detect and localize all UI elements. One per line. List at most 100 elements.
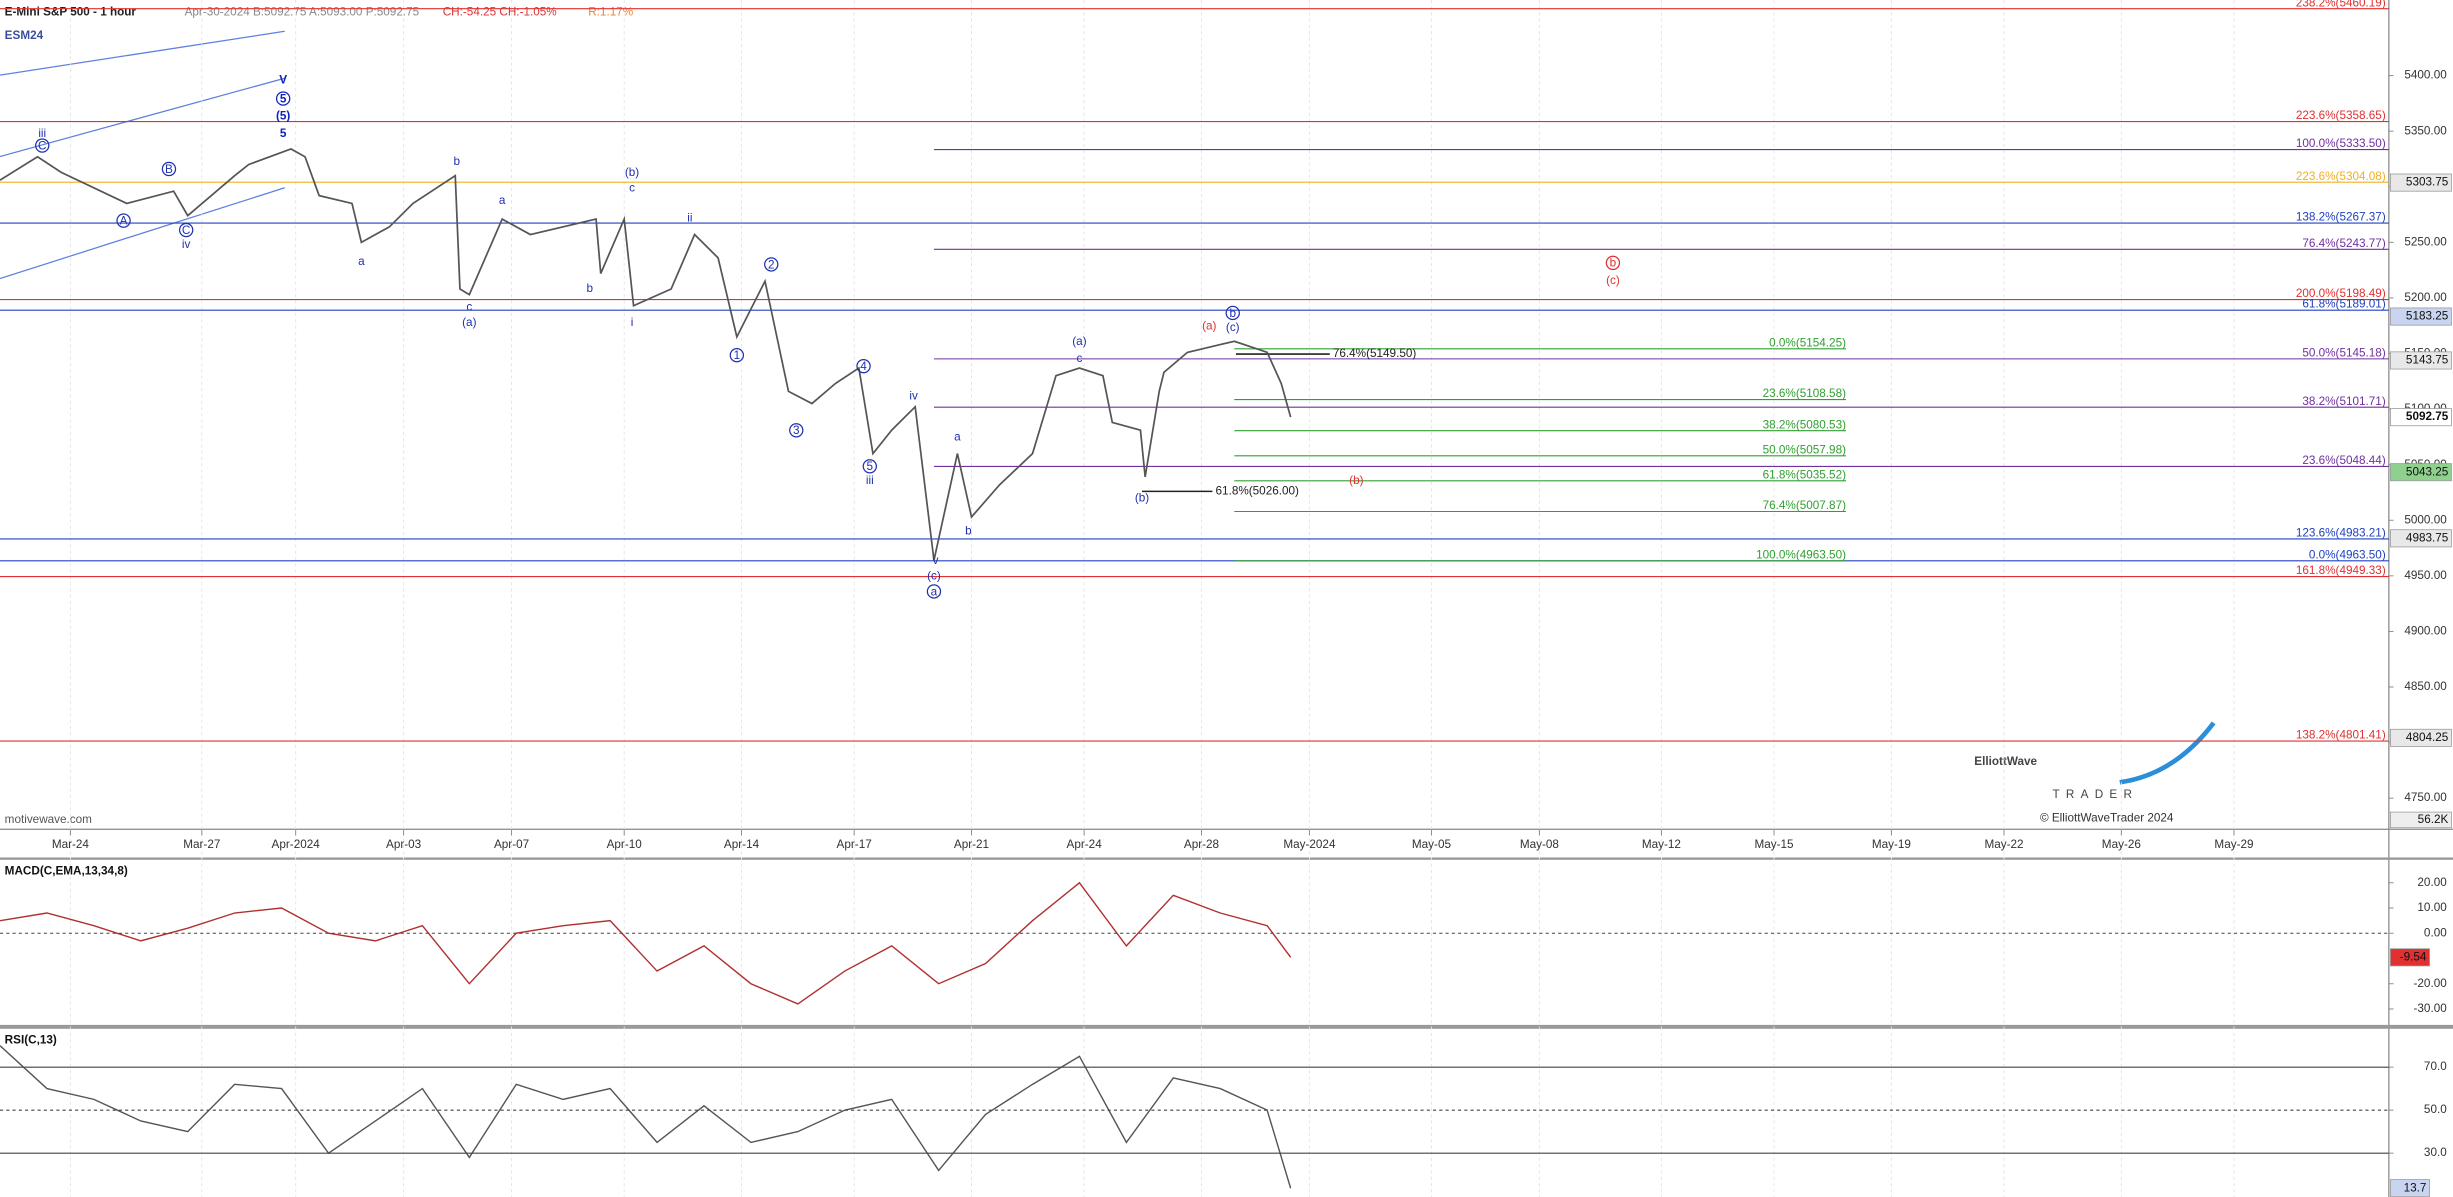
- panel-divider: [0, 1024, 2453, 1029]
- x-tick-label: Apr-14: [724, 838, 760, 851]
- wave-label: iv: [909, 390, 918, 403]
- panel-divider: [0, 857, 2453, 860]
- price-tag-label: 5183.25: [2406, 310, 2449, 323]
- fib-label: 61.8%(5026.00): [1216, 484, 1299, 497]
- x-tick-label: Apr-24: [1067, 838, 1103, 851]
- last-value-label: 13.7: [2404, 1181, 2427, 1194]
- wave-label: (b): [625, 166, 639, 179]
- y-tick-label: 70.0: [2424, 1060, 2447, 1073]
- fib-label: 223.6%(5358.65): [2296, 109, 2386, 122]
- wave-label: iii: [38, 127, 46, 140]
- wave-label: 3: [793, 424, 800, 437]
- price-tag: [2390, 463, 2452, 482]
- fib-label: 23.6%(5108.58): [1763, 387, 1846, 400]
- wave-label: i: [631, 316, 634, 329]
- y-tick-label: 4900.00: [2404, 625, 2447, 638]
- fib-label: 0.0%(4963.50): [2309, 548, 2386, 561]
- logo-copyright: © ElliottWaveTrader 2024: [2040, 811, 2174, 824]
- x-tick-label: Mar-24: [52, 838, 90, 851]
- y-tick-label: 30.0: [2424, 1146, 2447, 1159]
- y-tick-label: 5200.00: [2404, 291, 2447, 304]
- wave-circle: [764, 257, 779, 272]
- wave-circle: [926, 584, 942, 599]
- wave-circle: [729, 347, 745, 363]
- wave-circle: [1605, 255, 1621, 271]
- price-tag: [2390, 529, 2452, 548]
- quote: Apr-30-2024 B:5092.75 A:5093.00 P:5092.7…: [185, 6, 420, 19]
- y-tick-label: 10.00: [2417, 901, 2447, 914]
- wave-label: B: [165, 163, 173, 176]
- wave-circle: [1225, 305, 1240, 321]
- y-tick-label: 5250.00: [2404, 235, 2447, 248]
- fib-label: 76.4%(5007.87): [1763, 499, 1846, 512]
- wave-label: c: [629, 182, 635, 195]
- wave-label: (a): [1072, 335, 1086, 348]
- indicator-title: RSI(C,13): [5, 1034, 57, 1047]
- price-tag-label: 4804.25: [2406, 731, 2449, 744]
- wave-label: a: [931, 585, 938, 598]
- channel-line: [0, 187, 285, 280]
- wave-label: a: [499, 194, 506, 207]
- fib-label: 23.6%(5048.44): [2302, 454, 2385, 467]
- fib-label: 61.8%(5189.01): [2302, 298, 2385, 311]
- fib-label: 100.0%(5333.50): [2296, 137, 2386, 150]
- wave-label: 5: [867, 460, 874, 473]
- y-tick-label: 5350.00: [2404, 124, 2447, 137]
- last-value-label: -9.54: [2400, 950, 2427, 963]
- x-tick-label: Apr-21: [954, 838, 989, 851]
- fib-label: 138.2%(5267.37): [2296, 211, 2386, 224]
- y-tick-label: -20.00: [2414, 977, 2448, 990]
- wave-label: 5: [280, 127, 287, 140]
- x-tick-label: May-12: [1642, 838, 1681, 851]
- fib-label: 38.2%(5080.53): [1763, 418, 1846, 431]
- wave-label: b: [587, 282, 594, 295]
- last-value-tag: [2390, 948, 2430, 967]
- wave-label: C: [38, 139, 47, 152]
- fib-label: 200.0%(5198.49): [2296, 287, 2386, 300]
- y-tick-label: 50.0: [2424, 1103, 2447, 1116]
- wave-label: v: [933, 554, 939, 567]
- price-line: [0, 1045, 1292, 1189]
- x-tick-label: Apr-07: [494, 838, 529, 851]
- fib-label: 38.2%(5101.71): [2302, 395, 2385, 408]
- x-tick-label: May-2024: [1283, 838, 1336, 851]
- fib-label: 223.6%(5304.08): [2296, 170, 2386, 183]
- x-tick-label: Apr-28: [1184, 838, 1220, 851]
- range: R:1.17%: [588, 6, 633, 19]
- indicator-title: MACD(C,EMA,13,34,8): [5, 865, 128, 878]
- wave-circle: [789, 423, 804, 438]
- x-tick-label: May-29: [2214, 838, 2253, 851]
- wave-label: ii: [687, 211, 692, 224]
- fib-label: 161.8%(4949.33): [2296, 564, 2386, 577]
- wave-label: (c): [927, 570, 941, 583]
- price-tag: [2390, 173, 2452, 192]
- wave-label: 5: [280, 92, 287, 105]
- y-tick-label: 0.00: [2424, 926, 2447, 939]
- price-tag-label: 5303.75: [2406, 176, 2449, 189]
- wave-label: c: [466, 301, 472, 314]
- y-tick-label: 5400.00: [2404, 69, 2447, 82]
- price-tag: [2390, 728, 2452, 747]
- x-tick-label: May-05: [1412, 838, 1452, 851]
- logo-name: ElliottWave: [1974, 755, 2037, 768]
- fib-label: 0.0%(5154.25): [1769, 336, 1846, 349]
- volume-tag: [2390, 811, 2452, 829]
- fib-label: 123.6%(4983.21): [2296, 527, 2386, 540]
- wave-label: (a): [462, 316, 476, 329]
- wave-label: c: [1077, 352, 1083, 365]
- wave-label: b: [1610, 257, 1617, 270]
- wave-circle: [161, 161, 177, 177]
- wave-label: (c): [1226, 321, 1240, 334]
- wave-label: 2: [768, 258, 775, 271]
- wave-label: iv: [182, 238, 191, 251]
- wave-label: iii: [866, 474, 874, 487]
- price-tag: [2390, 307, 2452, 326]
- x-tick-label: May-26: [2102, 838, 2141, 851]
- fib-label: 61.8%(5035.52): [1763, 468, 1846, 481]
- price-tag-label: 5143.75: [2406, 354, 2449, 367]
- wave-label: C: [182, 224, 191, 237]
- wave-label: A: [120, 214, 128, 227]
- logo-sub: TRADER: [2053, 788, 2139, 801]
- wave-label: (5): [276, 110, 290, 123]
- ticker: ESM24: [5, 29, 44, 42]
